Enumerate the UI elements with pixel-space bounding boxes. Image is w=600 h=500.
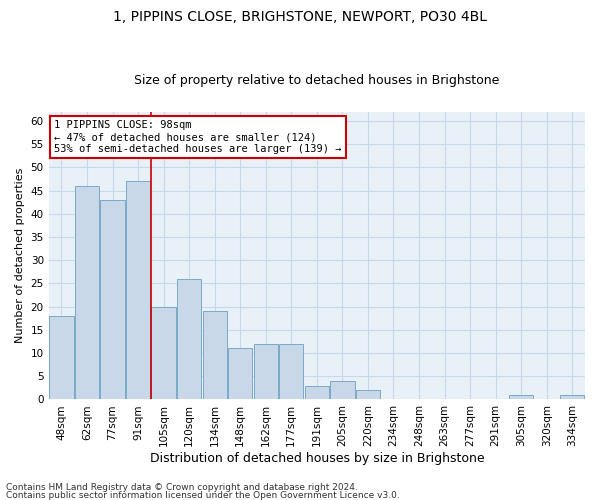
- Bar: [509, 395, 533, 400]
- Y-axis label: Number of detached properties: Number of detached properties: [15, 168, 25, 344]
- Bar: [100, 200, 125, 400]
- Bar: [75, 186, 99, 400]
- Text: Contains public sector information licensed under the Open Government Licence v3: Contains public sector information licen…: [6, 490, 400, 500]
- Bar: [177, 279, 201, 400]
- Bar: [305, 386, 329, 400]
- X-axis label: Distribution of detached houses by size in Brighstone: Distribution of detached houses by size …: [149, 452, 484, 465]
- Text: Contains HM Land Registry data © Crown copyright and database right 2024.: Contains HM Land Registry data © Crown c…: [6, 484, 358, 492]
- Bar: [356, 390, 380, 400]
- Bar: [126, 182, 150, 400]
- Bar: [254, 344, 278, 400]
- Bar: [228, 348, 253, 400]
- Text: 1, PIPPINS CLOSE, BRIGHSTONE, NEWPORT, PO30 4BL: 1, PIPPINS CLOSE, BRIGHSTONE, NEWPORT, P…: [113, 10, 487, 24]
- Bar: [203, 312, 227, 400]
- Bar: [151, 306, 176, 400]
- Text: 1 PIPPINS CLOSE: 98sqm
← 47% of detached houses are smaller (124)
53% of semi-de: 1 PIPPINS CLOSE: 98sqm ← 47% of detached…: [54, 120, 341, 154]
- Bar: [49, 316, 74, 400]
- Bar: [330, 381, 355, 400]
- Title: Size of property relative to detached houses in Brighstone: Size of property relative to detached ho…: [134, 74, 500, 87]
- Bar: [560, 395, 584, 400]
- Bar: [279, 344, 304, 400]
